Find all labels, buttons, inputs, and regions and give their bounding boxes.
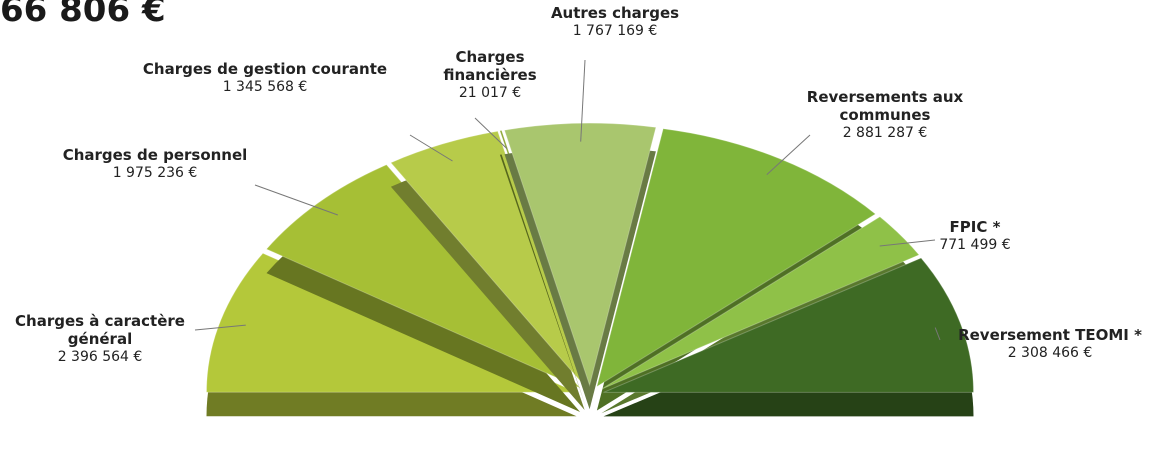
value-label: 21 017 € — [458, 85, 522, 101]
slice-label: FPIC * 771 499 € — [920, 218, 1030, 254]
value-label: 1 345 568 € — [222, 79, 308, 95]
slice — [601, 216, 920, 390]
leader-line — [474, 117, 508, 149]
leader-line — [254, 184, 338, 216]
category-label: Charges de gestion courante — [142, 60, 388, 78]
slice-label: Charges de gestion courante 1 345 568 € — [130, 60, 400, 96]
slice-label: Autres charges 1 767 169 € — [545, 4, 685, 40]
slice-label: Charges de personnel 1 975 236 € — [40, 146, 270, 182]
slice-side — [499, 154, 587, 410]
leader-line — [580, 59, 586, 142]
category-label: Charges à caractère général — [15, 312, 185, 348]
category-label: Reversement TEOMI * — [958, 326, 1142, 344]
slice-side — [390, 155, 585, 410]
slice-label: Reversement TEOMI * 2 308 466 € — [935, 326, 1165, 362]
slice-label: Reversements aux communes 2 881 287 € — [780, 88, 990, 142]
slice — [390, 130, 586, 387]
value-label: 2 308 466 € — [1007, 345, 1093, 361]
slice — [265, 164, 581, 389]
leader-line — [934, 327, 941, 341]
value-label: 2 396 564 € — [57, 349, 143, 365]
slice — [596, 128, 877, 388]
value-label: 1 975 236 € — [112, 165, 198, 181]
slice — [503, 122, 657, 387]
category-label: Charges de personnel — [62, 146, 248, 164]
value-label: 2 881 287 € — [842, 125, 928, 141]
category-label: Charges financières — [443, 48, 537, 84]
leader-line — [409, 134, 453, 162]
slice — [603, 257, 975, 393]
category-label: Autres charges — [550, 4, 680, 22]
chart-title: 66 806 € — [0, 0, 166, 30]
leader-line — [766, 134, 811, 175]
leader-line — [879, 239, 936, 247]
value-label: 771 499 € — [939, 237, 1011, 253]
leader-line — [194, 324, 246, 331]
category-label: FPIC * — [949, 218, 1001, 236]
slice-label: Charges financières 21 017 € — [440, 48, 540, 102]
slice-label: Charges à caractère général 2 396 564 € — [0, 312, 200, 366]
value-label: 1 767 169 € — [572, 23, 658, 39]
category-label: Reversements aux communes — [806, 88, 964, 124]
